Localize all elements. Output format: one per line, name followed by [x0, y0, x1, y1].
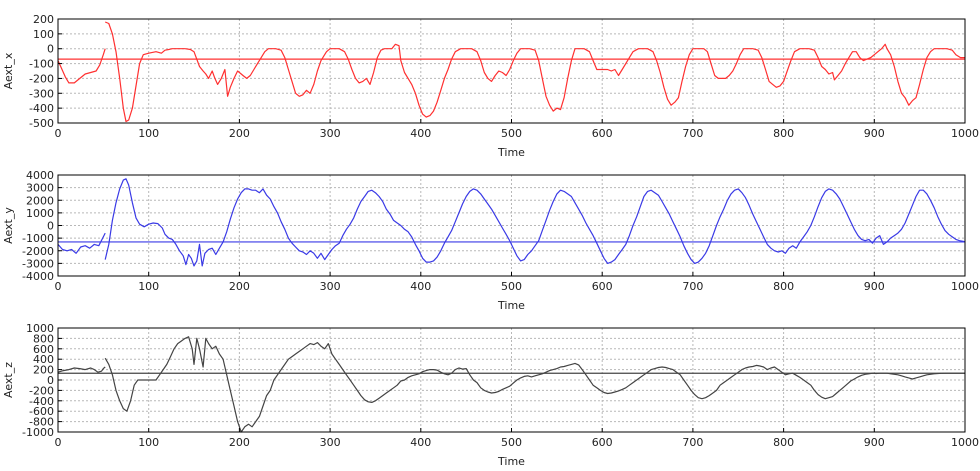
y-axis-label: Aext_y	[2, 207, 15, 244]
x-tick-label: 400	[410, 280, 431, 293]
y-tick-label: -1000	[22, 232, 54, 245]
x-tick-label: 0	[55, 127, 62, 140]
y-tick-label: 0	[47, 374, 54, 387]
x-tick-label: 0	[55, 280, 62, 293]
y-tick-label: -500	[29, 117, 54, 130]
series-line	[57, 366, 106, 373]
y-tick-label: 200	[33, 364, 54, 377]
chart-panel-aext-x: 0 100 200 300 400 500 600 700 800 900 10002001000-…	[2, 13, 979, 159]
x-tick-label: 800	[773, 436, 794, 449]
y-tick-label: -200	[29, 384, 54, 397]
x-tick-label: 0	[55, 436, 62, 449]
x-tick-label: 500	[501, 436, 522, 449]
x-tick-label: 800	[773, 280, 794, 293]
y-tick-label: -400	[29, 395, 54, 408]
x-tick-label: 100	[138, 127, 159, 140]
x-tick-label: 900	[864, 280, 885, 293]
y-tick-label: -3000	[22, 257, 54, 270]
x-tick-label: 1000	[951, 436, 979, 449]
y-axis-label: Aext_x	[2, 52, 15, 89]
x-tick-label: 900	[864, 127, 885, 140]
series-line	[104, 178, 966, 267]
x-tick-label: 100	[138, 280, 159, 293]
x-tick-label: 200	[229, 280, 250, 293]
series-line	[104, 336, 965, 433]
series-line	[57, 232, 106, 254]
x-tick-label: 100	[138, 436, 159, 449]
chart-panel-aext-y: 0 100 200 300 400 500 600 700 800 900 1000 40003000…	[2, 169, 979, 312]
x-tick-label: 700	[682, 127, 703, 140]
x-axis-label: Time	[497, 299, 525, 312]
y-tick-label: 0	[47, 220, 54, 233]
series-line	[57, 48, 106, 84]
x-tick-label: 300	[320, 436, 341, 449]
y-tick-label: -800	[29, 416, 54, 429]
x-tick-label: 1000	[951, 280, 979, 293]
x-tick-label: 500	[501, 280, 522, 293]
y-tick-label: 100	[33, 28, 54, 41]
x-tick-label: 500	[501, 127, 522, 140]
y-tick-label: 400	[33, 353, 54, 366]
chart-panel-aext-z: 0 100 200 300 400 500 600 700 800 900 100010008006…	[2, 322, 979, 468]
y-tick-label: 2000	[26, 194, 54, 207]
y-axis-label: Aext_z	[2, 362, 15, 398]
y-tick-label: 4000	[26, 169, 54, 182]
y-tick-label: -100	[29, 58, 54, 71]
x-tick-label: 300	[320, 127, 341, 140]
y-tick-label: -600	[29, 405, 54, 418]
y-tick-label: 1000	[26, 207, 54, 220]
x-tick-label: 900	[864, 436, 885, 449]
x-tick-label: 300	[320, 280, 341, 293]
series-line	[104, 21, 965, 123]
x-axis-label: Time	[497, 455, 525, 468]
y-tick-label: -2000	[22, 245, 54, 258]
x-tick-label: 600	[592, 280, 613, 293]
y-tick-label: -200	[29, 72, 54, 85]
y-tick-label: -4000	[22, 270, 54, 283]
y-tick-label: 800	[33, 332, 54, 345]
y-tick-label: 600	[33, 343, 54, 356]
y-tick-label: 3000	[26, 182, 54, 195]
x-tick-label: 200	[229, 127, 250, 140]
x-tick-label: 600	[592, 436, 613, 449]
x-axis-label: Time	[497, 146, 525, 159]
y-tick-label: -300	[29, 87, 54, 100]
y-tick-label: 200	[33, 13, 54, 26]
x-tick-label: 800	[773, 127, 794, 140]
x-tick-label: 400	[410, 127, 431, 140]
x-tick-label: 1000	[951, 127, 979, 140]
x-tick-label: 600	[592, 127, 613, 140]
y-tick-label: -400	[29, 102, 54, 115]
x-tick-label: 700	[682, 436, 703, 449]
y-tick-label: 1000	[26, 322, 54, 335]
x-tick-label: 400	[410, 436, 431, 449]
y-tick-label: -1000	[22, 426, 54, 439]
x-tick-label: 700	[682, 280, 703, 293]
x-tick-label: 200	[229, 436, 250, 449]
y-tick-label: 0	[47, 43, 54, 56]
